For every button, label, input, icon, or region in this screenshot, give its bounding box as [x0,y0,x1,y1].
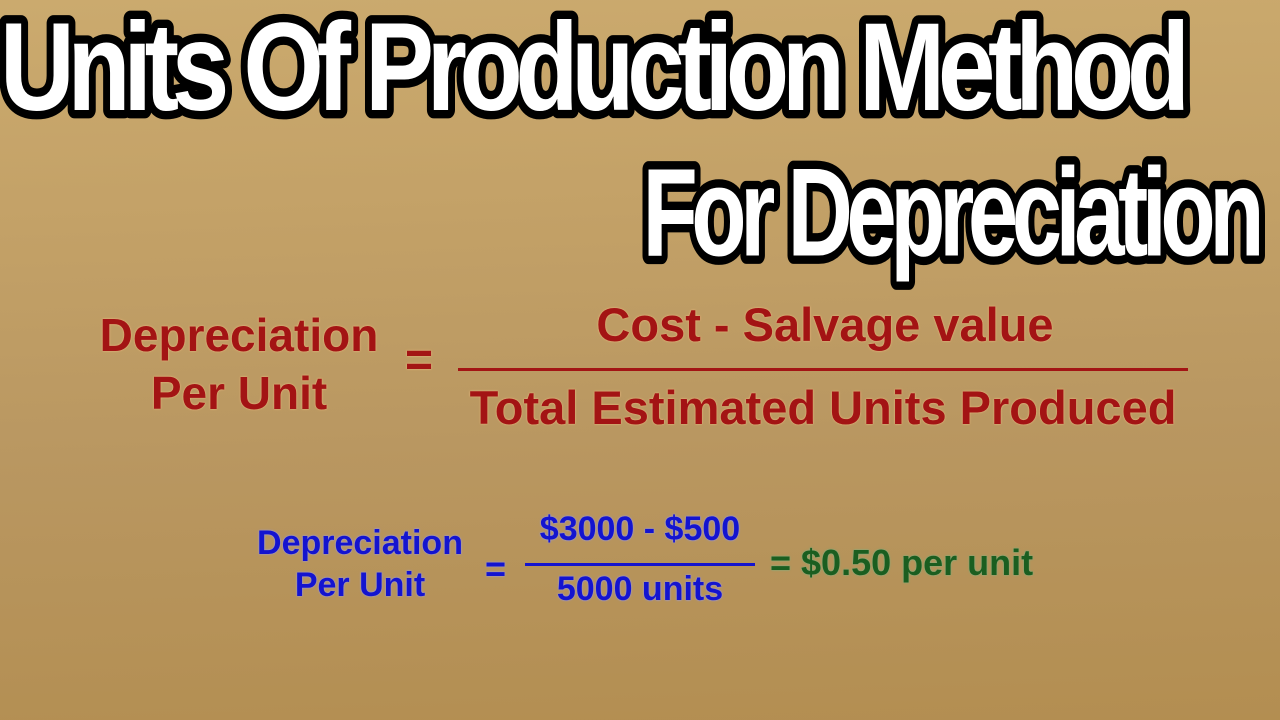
svg-text:Units Of Production Method: Units Of Production Method [0,0,1184,137]
svg-text:For Depreciation: For Depreciation [643,143,1260,283]
